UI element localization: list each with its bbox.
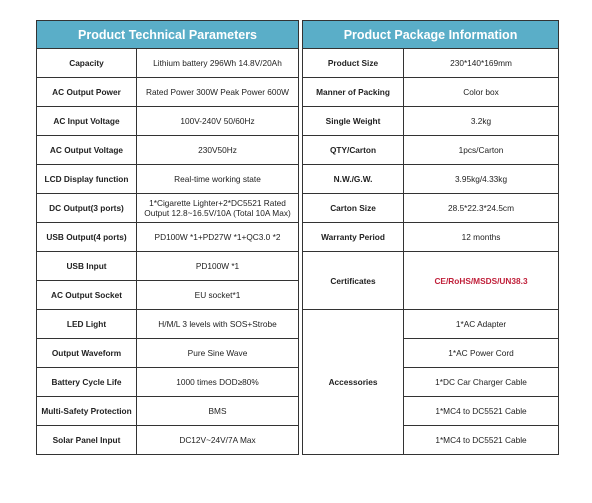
column-gap — [298, 367, 303, 397]
table-row: USB Output(4 ports) PD100W *1+PD27W *1+Q… — [36, 222, 560, 252]
table-row: Battery Cycle Life 1000 times DOD≥80% 1*… — [36, 367, 560, 397]
pkg-value-nw-gw: 3.95kg/4.33kg — [403, 164, 560, 194]
column-gap — [298, 20, 303, 49]
tech-value-solar-panel-input: DC12V~24V/7A Max — [135, 425, 300, 455]
header-row: Product Technical Parameters Product Pac… — [35, 20, 560, 49]
tech-label-ac-output-power: AC Output Power — [36, 77, 137, 107]
column-gap — [298, 135, 303, 165]
tech-label-ac-output-voltage: AC Output Voltage — [36, 135, 137, 165]
tech-label-usb-input: USB Input — [36, 251, 137, 281]
pkg-label-carton-size: Carton Size — [302, 193, 405, 223]
tech-label-dc-output: DC Output(3 ports) — [36, 193, 137, 223]
accessory-item: 1*MC4 to DC5521 Cable — [403, 396, 560, 426]
column-gap — [298, 164, 303, 194]
table-row: LED Light H/M/L 3 levels with SOS+Strobe… — [36, 309, 560, 455]
pkg-label-certificates: Certificates — [302, 251, 405, 310]
table-row: AC Output Power Rated Power 300W Peak Po… — [36, 77, 560, 107]
table-row: USB Input PD100W *1 Certificates CE/RoHS… — [36, 251, 560, 310]
pkg-label-product-size: Product Size — [302, 48, 405, 78]
column-gap — [298, 396, 303, 426]
pkg-value-carton-size: 28.5*22.3*24.5cm — [403, 193, 560, 223]
table-row: DC Output(3 ports) 1*Cigarette Lighter+2… — [36, 193, 560, 223]
tech-label-battery-cycle-life: Battery Cycle Life — [36, 367, 137, 397]
pkg-label-manner-of-packing: Manner of Packing — [302, 77, 405, 107]
table-row: AC Output Voltage 230V50Hz QTY/Carton 1p… — [36, 135, 560, 165]
tech-value-multi-safety-protection: BMS — [135, 396, 300, 426]
tech-label-usb-output: USB Output(4 ports) — [36, 222, 137, 252]
column-gap — [298, 309, 303, 339]
pkg-value-manner-of-packing: Color box — [403, 77, 560, 107]
tech-label-led-light: LED Light — [36, 309, 137, 339]
package-information-header: Product Package Information — [302, 20, 560, 49]
tech-value-ac-output-power: Rated Power 300W Peak Power 600W — [135, 77, 300, 107]
tech-value-usb-output: PD100W *1+PD27W *1+QC3.0 *2 — [135, 222, 300, 252]
tech-label-lcd-display: LCD Display function — [36, 164, 137, 194]
column-gap — [298, 193, 303, 223]
pkg-label-warranty-period: Warranty Period — [302, 222, 405, 252]
accessory-item: 1*AC Power Cord — [403, 338, 560, 368]
pkg-label-nw-gw: N.W./G.W. — [302, 164, 405, 194]
pkg-value-product-size: 230*140*169mm — [403, 48, 560, 78]
tech-value-ac-output-voltage: 230V50Hz — [135, 135, 300, 165]
technical-parameters-header: Product Technical Parameters — [35, 20, 300, 49]
table-row: AC Output Socket EU socket*1 — [36, 280, 559, 310]
column-gap — [298, 338, 303, 368]
column-gap — [298, 106, 303, 136]
tech-label-multi-safety-protection: Multi-Safety Protection — [36, 396, 137, 426]
tech-value-battery-cycle-life: 1000 times DOD≥80% — [135, 367, 300, 397]
accessory-item: 1*AC Adapter — [403, 309, 560, 339]
tech-label-solar-panel-input: Solar Panel Input — [36, 425, 137, 455]
tech-value-capacity: Lithium battery 296Wh 14.8V/20Ah — [135, 48, 300, 78]
tech-label-capacity: Capacity — [36, 48, 137, 78]
spec-table: Product Technical Parameters Product Pac… — [35, 20, 560, 455]
tech-value-output-waveform: Pure Sine Wave — [135, 338, 300, 368]
column-gap — [298, 222, 303, 252]
column-gap — [298, 77, 303, 107]
tech-label-ac-input-voltage: AC Input Voltage — [36, 106, 137, 136]
table-row: Multi-Safety Protection BMS 1*MC4 to DC5… — [36, 396, 560, 426]
table-row: Output Waveform Pure Sine Wave 1*AC Powe… — [36, 338, 560, 368]
column-gap — [298, 251, 303, 281]
pkg-label-qty-carton: QTY/Carton — [302, 135, 405, 165]
table-row: LCD Display function Real-time working s… — [36, 164, 560, 194]
tech-label-ac-output-socket: AC Output Socket — [36, 280, 137, 310]
pkg-label-accessories: Accessories — [302, 309, 405, 455]
column-gap — [298, 48, 303, 78]
pkg-value-warranty-period: 12 months — [403, 222, 560, 252]
table-row: AC Input Voltage 100V-240V 50/60Hz Singl… — [36, 106, 560, 136]
table-row: Capacity Lithium battery 296Wh 14.8V/20A… — [36, 48, 560, 78]
accessory-item: 1*DC Car Charger Cable — [403, 367, 560, 397]
tech-value-ac-output-socket: EU socket*1 — [135, 280, 300, 310]
pkg-value-qty-carton: 1pcs/Carton — [403, 135, 560, 165]
tech-value-dc-output: 1*Cigarette Lighter+2*DC5521 Rated Outpu… — [135, 193, 300, 223]
tech-label-output-waveform: Output Waveform — [36, 338, 137, 368]
tech-value-ac-input-voltage: 100V-240V 50/60Hz — [135, 106, 300, 136]
pkg-value-single-weight: 3.2kg — [403, 106, 560, 136]
column-gap — [298, 425, 303, 455]
tech-value-lcd-display: Real-time working state — [135, 164, 300, 194]
pkg-value-certificates: CE/RoHS/MSDS/UN38.3 — [403, 251, 560, 310]
pkg-label-single-weight: Single Weight — [302, 106, 405, 136]
spec-sheet: Product Technical Parameters Product Pac… — [35, 20, 560, 455]
column-gap — [298, 280, 303, 310]
tech-value-usb-input: PD100W *1 — [135, 251, 300, 281]
table-row: Solar Panel Input DC12V~24V/7A Max 1*MC4… — [36, 425, 560, 455]
tech-value-led-light: H/M/L 3 levels with SOS+Strobe — [135, 309, 300, 339]
accessory-item: 1*MC4 to DC5521 Cable — [403, 425, 560, 455]
